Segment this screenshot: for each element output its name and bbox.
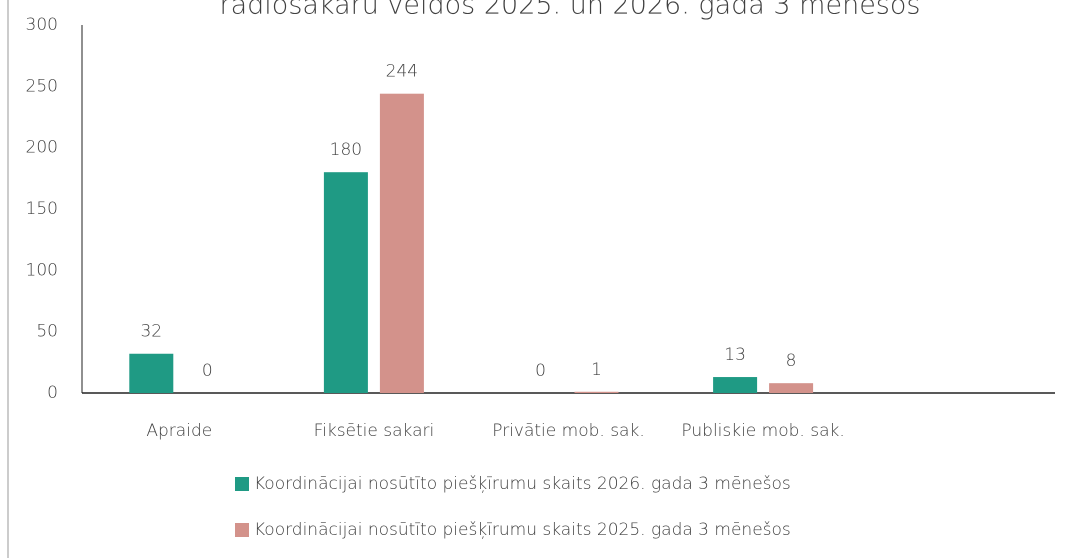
- bar: [769, 383, 814, 393]
- bar: [323, 172, 368, 393]
- y-tick-label: 100: [26, 260, 58, 280]
- data-label: 244: [386, 62, 418, 82]
- chart-title: radiosakaru veidos 2025. un 2026. gada 3…: [220, 0, 921, 21]
- y-tick-label: 300: [26, 15, 58, 35]
- legend-label: Koordinācijai nosūtīto piešķīrumu skaits…: [254, 520, 791, 540]
- y-tick-label: 50: [36, 322, 58, 342]
- bar: [713, 377, 758, 393]
- y-tick-label: 0: [47, 383, 58, 403]
- data-label: 13: [724, 345, 746, 365]
- legend-label: Koordinācijai nosūtīto piešķīrumu skaits…: [254, 474, 791, 494]
- x-tick-label: Apraide: [146, 421, 212, 441]
- legend-swatch: [235, 523, 249, 537]
- y-tick-label: 150: [26, 199, 58, 219]
- data-label: 0: [202, 361, 213, 381]
- data-label: 32: [140, 322, 162, 342]
- data-label: 180: [330, 140, 362, 160]
- data-label: 1: [591, 360, 602, 380]
- y-tick-label: 250: [26, 76, 58, 96]
- x-tick-label: Privātie mob. sak.: [492, 421, 644, 441]
- bar: [379, 93, 424, 394]
- data-label: 8: [786, 351, 797, 371]
- y-tick-label: 200: [26, 138, 58, 158]
- bar: [129, 353, 174, 393]
- x-tick-label: Fiksētie sakari: [314, 421, 435, 441]
- x-tick-label: Publiskie mob. sak.: [681, 421, 844, 441]
- data-label: 0: [535, 361, 546, 381]
- bar: [574, 391, 619, 393]
- legend-swatch: [235, 477, 249, 491]
